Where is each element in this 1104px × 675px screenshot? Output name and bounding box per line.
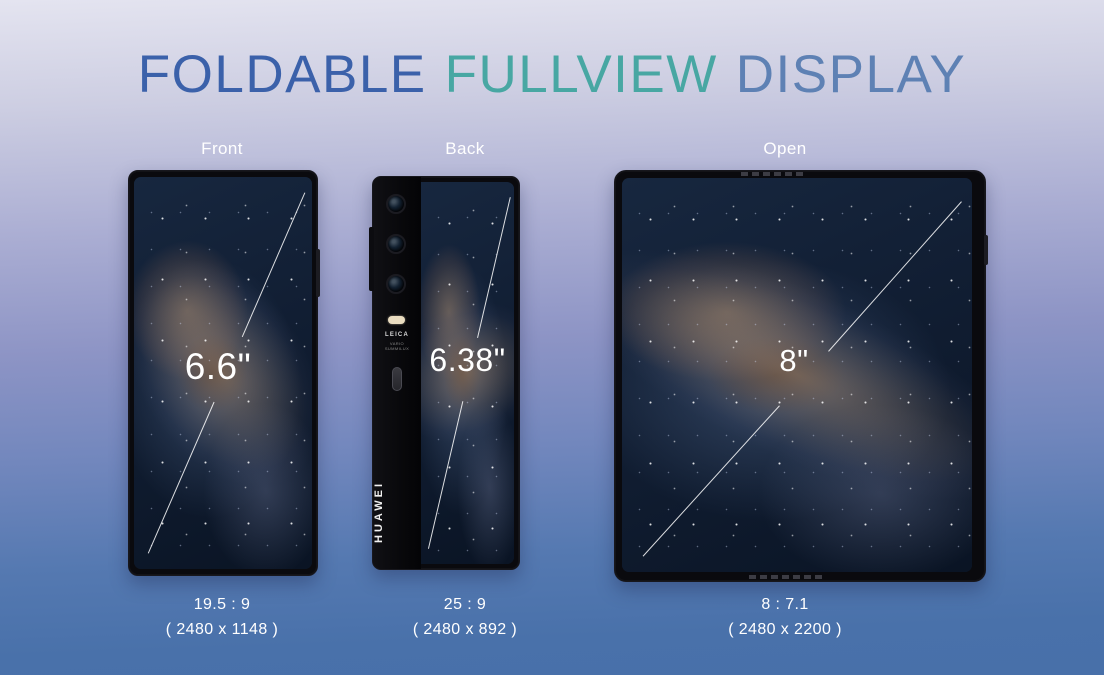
- phone-open-screen: 8": [622, 178, 972, 572]
- resolution-front: ( 2480 x 1148 ): [165, 621, 279, 638]
- resolution-back: ( 2480 x 892 ): [412, 621, 518, 638]
- galaxy-wallpaper: [622, 178, 972, 572]
- aspect-ratio-open: 8 : 7.1: [761, 596, 809, 613]
- view-label-open: Open: [763, 139, 807, 158]
- screen-size-label-open: 8": [779, 343, 809, 379]
- fingerprint-button: [392, 367, 402, 391]
- aspect-ratio-front: 19.5 : 9: [193, 596, 251, 613]
- camera-lens-icon: [386, 194, 406, 214]
- camera-lens-icon: [386, 234, 406, 254]
- diagonal-measure-line: [622, 178, 972, 572]
- title-word-foldable: FOLDABLE: [137, 45, 427, 104]
- power-button: [316, 249, 320, 297]
- phone-front: 6.6": [128, 170, 320, 576]
- phone-back-screen: 6.38": [421, 182, 514, 564]
- spec-caption-front: 19.5 : 9 ( 2480 x 1148 ): [126, 592, 318, 642]
- view-label-front: Front: [201, 139, 243, 158]
- huawei-logo: HUAWEI: [373, 481, 385, 543]
- spec-caption-back: 25 : 9 ( 2480 x 892 ): [370, 592, 560, 642]
- aspect-ratio-back: 25 : 9: [443, 596, 487, 613]
- power-button: [984, 235, 988, 265]
- vent-grille-top: [741, 172, 807, 176]
- diagonal-measure-line: [421, 182, 514, 564]
- phone-front-screen: 6.6": [134, 177, 312, 569]
- page-title: FOLDABLE FULLVIEW DISPLAY: [0, 45, 1104, 104]
- camera-flash-icon: [388, 316, 405, 324]
- camera-bar: LEICA VARIO SUMMILUX HUAWEI: [373, 177, 421, 569]
- phone-open: 8": [614, 170, 988, 582]
- title-word-display: DISPLAY: [735, 45, 967, 104]
- spec-caption-open: 8 : 7.1 ( 2480 x 2200 ): [665, 592, 905, 642]
- leica-sub-label: VARIO: [389, 341, 405, 346]
- leica-sub-label: SUMMILUX: [384, 346, 410, 351]
- vent-grille-bottom: [749, 575, 823, 579]
- diagonal-measure-line: [134, 177, 312, 569]
- resolution-open: ( 2480 x 2200 ): [728, 621, 842, 638]
- side-button: [369, 227, 374, 291]
- title-word-fullview: FULLVIEW: [444, 45, 718, 104]
- galaxy-wallpaper: [134, 177, 312, 569]
- phone-back: LEICA VARIO SUMMILUX HUAWEI 6.38": [369, 176, 520, 570]
- camera-lens-icon: [386, 274, 406, 294]
- leica-label: LEICA: [385, 332, 409, 338]
- view-label-back: Back: [445, 139, 485, 158]
- screen-size-label-front: 6.6": [184, 345, 252, 387]
- screen-size-label-back: 6.38": [429, 342, 506, 379]
